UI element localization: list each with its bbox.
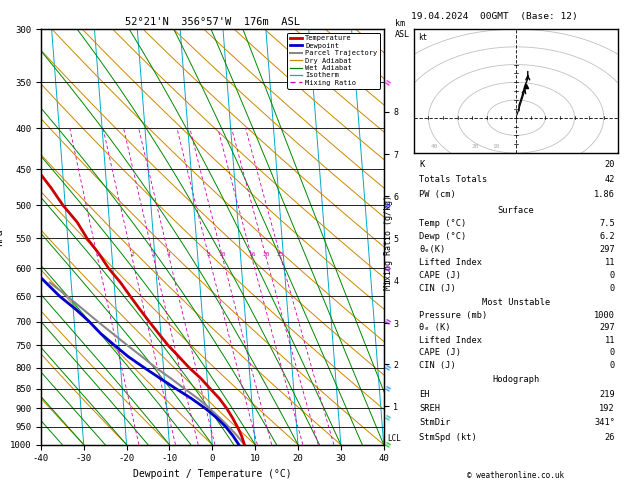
Text: ≡: ≡ bbox=[382, 412, 392, 424]
Title: 52°21'N  356°57'W  176m  ASL: 52°21'N 356°57'W 176m ASL bbox=[125, 17, 300, 27]
Text: 26: 26 bbox=[604, 433, 615, 442]
Text: θₑ (K): θₑ (K) bbox=[419, 323, 450, 332]
Text: 42: 42 bbox=[604, 175, 615, 184]
Text: LCL: LCL bbox=[387, 434, 401, 443]
Text: CIN (J): CIN (J) bbox=[419, 284, 456, 293]
Text: 2: 2 bbox=[130, 252, 134, 257]
Text: PW (cm): PW (cm) bbox=[419, 190, 456, 199]
Text: Surface: Surface bbox=[498, 206, 535, 215]
Text: Mixing Ratio (g/kg): Mixing Ratio (g/kg) bbox=[384, 195, 392, 291]
Text: Pressure (mb): Pressure (mb) bbox=[419, 311, 487, 320]
Text: 1: 1 bbox=[96, 252, 99, 257]
Text: 25: 25 bbox=[277, 252, 284, 257]
Text: CAPE (J): CAPE (J) bbox=[419, 348, 461, 357]
Text: StmSpd (kt): StmSpd (kt) bbox=[419, 433, 477, 442]
Text: ≡: ≡ bbox=[382, 200, 392, 211]
Text: 16: 16 bbox=[248, 252, 255, 257]
Text: 1.86: 1.86 bbox=[594, 190, 615, 199]
Text: km
ASL: km ASL bbox=[395, 19, 410, 39]
Text: 40: 40 bbox=[431, 144, 438, 149]
Text: 0: 0 bbox=[610, 271, 615, 280]
Text: ≡: ≡ bbox=[382, 439, 392, 451]
Text: K: K bbox=[419, 160, 425, 170]
Text: 20: 20 bbox=[604, 160, 615, 170]
Text: 1000: 1000 bbox=[594, 311, 615, 320]
Y-axis label: hPa: hPa bbox=[0, 228, 4, 246]
Text: Dewp (°C): Dewp (°C) bbox=[419, 232, 467, 241]
Text: 0: 0 bbox=[610, 284, 615, 293]
Text: 0: 0 bbox=[610, 348, 615, 357]
Text: ≡: ≡ bbox=[382, 383, 392, 395]
Text: Temp (°C): Temp (°C) bbox=[419, 219, 467, 228]
Text: 19.04.2024  00GMT  (Base: 12): 19.04.2024 00GMT (Base: 12) bbox=[411, 12, 577, 21]
Text: 297: 297 bbox=[599, 323, 615, 332]
Text: 11: 11 bbox=[604, 258, 615, 267]
Legend: Temperature, Dewpoint, Parcel Trajectory, Dry Adiabat, Wet Adiabat, Isotherm, Mi: Temperature, Dewpoint, Parcel Trajectory… bbox=[287, 33, 380, 88]
Text: θₑ(K): θₑ(K) bbox=[419, 245, 445, 254]
Text: Totals Totals: Totals Totals bbox=[419, 175, 487, 184]
Text: 341°: 341° bbox=[594, 418, 615, 427]
Text: © weatheronline.co.uk: © weatheronline.co.uk bbox=[467, 471, 564, 480]
Text: 20: 20 bbox=[262, 252, 270, 257]
Text: StmDir: StmDir bbox=[419, 418, 450, 427]
X-axis label: Dewpoint / Temperature (°C): Dewpoint / Temperature (°C) bbox=[133, 469, 292, 479]
Text: Lifted Index: Lifted Index bbox=[419, 336, 482, 345]
Text: ≡: ≡ bbox=[382, 316, 392, 328]
Text: 10: 10 bbox=[218, 252, 226, 257]
Text: ≡: ≡ bbox=[382, 262, 392, 274]
Text: kt: kt bbox=[418, 33, 427, 42]
Text: CIN (J): CIN (J) bbox=[419, 361, 456, 369]
Text: CAPE (J): CAPE (J) bbox=[419, 271, 461, 280]
Text: ≡: ≡ bbox=[382, 362, 392, 373]
Text: 219: 219 bbox=[599, 390, 615, 399]
Text: 3: 3 bbox=[152, 252, 155, 257]
Text: Most Unstable: Most Unstable bbox=[482, 298, 550, 307]
Text: 11: 11 bbox=[604, 336, 615, 345]
Text: SREH: SREH bbox=[419, 404, 440, 413]
Text: 8: 8 bbox=[207, 252, 211, 257]
Text: 10: 10 bbox=[492, 144, 499, 149]
Text: 6.2: 6.2 bbox=[599, 232, 615, 241]
Text: 192: 192 bbox=[599, 404, 615, 413]
Text: Lifted Index: Lifted Index bbox=[419, 258, 482, 267]
Text: 7.5: 7.5 bbox=[599, 219, 615, 228]
Text: 0: 0 bbox=[610, 361, 615, 369]
Text: 4: 4 bbox=[167, 252, 171, 257]
Text: EH: EH bbox=[419, 390, 430, 399]
Text: Hodograph: Hodograph bbox=[493, 375, 540, 384]
Text: 297: 297 bbox=[599, 245, 615, 254]
Text: 20: 20 bbox=[472, 144, 479, 149]
Text: ≡: ≡ bbox=[382, 77, 392, 88]
